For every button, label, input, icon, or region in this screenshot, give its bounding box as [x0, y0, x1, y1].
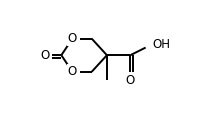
Text: O: O	[68, 32, 77, 45]
Text: OH: OH	[152, 38, 170, 51]
Text: O: O	[40, 49, 49, 62]
Text: O: O	[68, 65, 77, 78]
Text: O: O	[126, 74, 135, 87]
